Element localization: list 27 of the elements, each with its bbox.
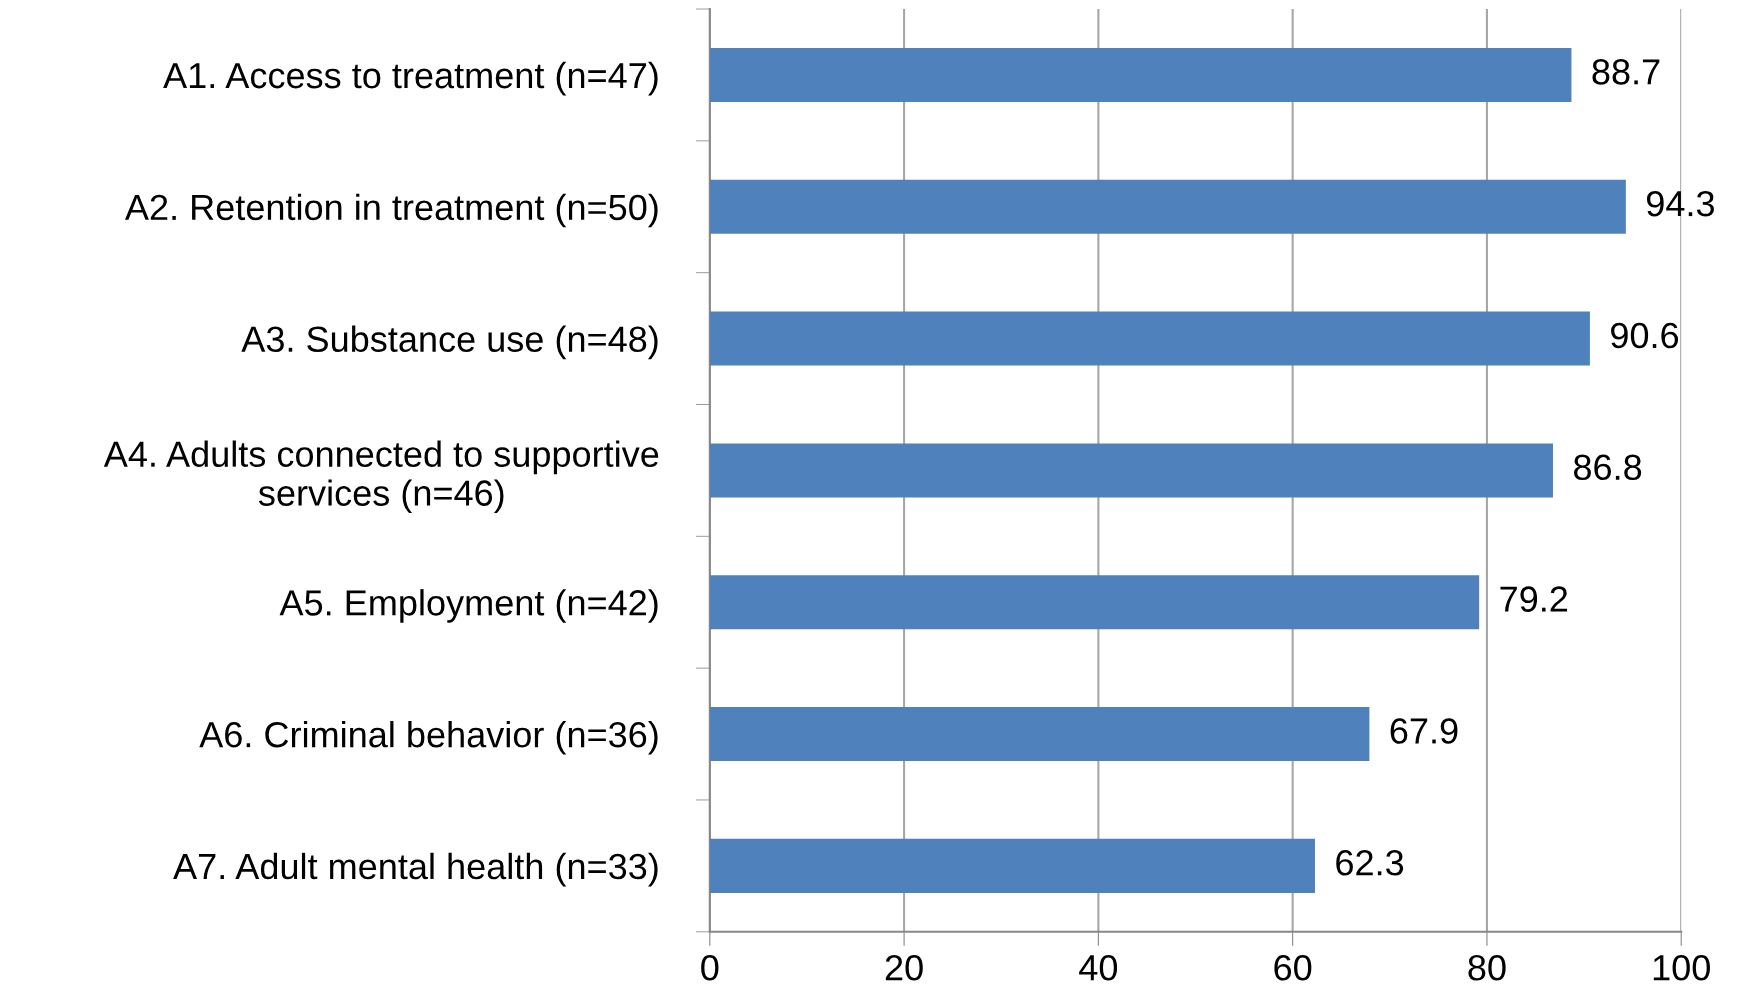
x-tick-label: 100 [1653,954,1710,981]
x-tick-label: 0 [701,954,719,981]
x-tick-label: 20 [885,954,923,981]
bar [709,443,1553,498]
y-tick-label: A3. Substance use (n=48) [241,325,658,360]
x-tick-label: 40 [1079,954,1118,981]
data-label: 88.7 [1592,59,1660,85]
data-label: 90.6 [1611,322,1679,349]
y-tick-label: A2. Retention in treatment (n=50) [124,193,658,228]
x-tick-label: 80 [1468,954,1506,981]
data-label: 79.2 [1500,586,1568,612]
bar [709,838,1315,893]
y-tick-label: A6. Criminal behavior (n=36) [199,720,658,755]
y-tick-label: A1. Access to treatment (n=47) [163,61,658,96]
y-tick-label: A5. Employment (n=42) [279,589,658,623]
data-label: 94.3 [1646,190,1714,217]
bar [709,311,1590,366]
y-tick-label: A4. Adults connected to supportive services (n=46) [103,440,659,514]
bar [709,47,1572,102]
data-label: 86.8 [1574,454,1642,481]
bar [709,179,1626,234]
bar [709,575,1480,630]
x-tick-label: 60 [1274,954,1312,981]
y-tick-label: A7. Adult mental health (n=33) [173,852,658,887]
bar [709,707,1370,762]
data-label: 67.9 [1390,718,1458,744]
data-label: 62.3 [1336,850,1404,876]
